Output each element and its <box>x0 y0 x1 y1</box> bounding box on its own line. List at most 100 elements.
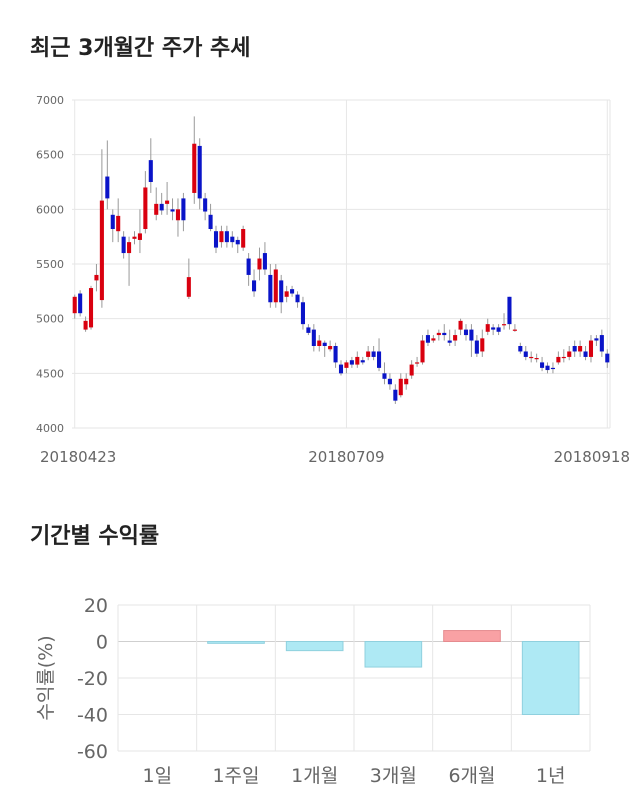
candle-body <box>501 324 507 326</box>
candle-body <box>469 329 474 341</box>
candle <box>534 353 539 363</box>
candle <box>371 346 376 361</box>
candle <box>170 198 175 221</box>
candle-body <box>235 239 240 245</box>
candle <box>583 346 588 361</box>
candle <box>246 253 251 286</box>
candle-body <box>507 296 512 325</box>
candle <box>121 231 126 259</box>
y-tick-label: 4500 <box>36 367 64 380</box>
candle <box>252 269 257 297</box>
candle <box>463 324 469 341</box>
candle-body <box>431 338 436 341</box>
candle-body <box>561 356 566 359</box>
candle-body <box>197 145 202 199</box>
candle <box>453 329 458 346</box>
x-tick-label: 1개월 <box>291 765 338 787</box>
candle-body <box>485 324 490 332</box>
candle <box>409 360 414 379</box>
candle-body <box>387 378 392 385</box>
candle-body <box>420 340 425 363</box>
candle-body <box>398 378 403 396</box>
candle-body <box>442 332 447 336</box>
candle-body <box>344 362 349 368</box>
candle-body <box>415 362 420 364</box>
candle <box>605 349 610 368</box>
candle <box>523 346 528 361</box>
candle-body <box>268 274 273 303</box>
candle <box>398 373 403 398</box>
candle <box>360 356 365 365</box>
candle <box>431 335 436 343</box>
candle <box>485 318 490 336</box>
candle-body <box>143 187 148 230</box>
candle <box>300 296 305 330</box>
x-tick-label: 20180709 <box>308 448 384 466</box>
candle <box>159 192 164 215</box>
y-tick-label: 5500 <box>36 258 64 271</box>
candle <box>393 384 398 404</box>
candle <box>420 335 425 365</box>
candle-body <box>110 214 115 230</box>
candle <box>474 335 479 357</box>
candle <box>366 346 371 361</box>
y-tick-label: 6000 <box>36 203 64 216</box>
bar <box>285 641 344 652</box>
x-tick-label: 1일 <box>143 765 173 787</box>
candle-body <box>252 280 257 292</box>
candle <box>529 351 534 363</box>
y-tick-label: 0 <box>96 632 108 654</box>
candle <box>415 356 420 367</box>
candle-body <box>279 280 284 303</box>
candle <box>355 351 360 368</box>
candle-body <box>355 356 360 365</box>
candle <box>279 274 284 314</box>
candle-body <box>284 291 289 297</box>
candle-body <box>404 378 409 385</box>
y-tick-label: 7000 <box>36 94 64 107</box>
candle-body <box>213 231 219 248</box>
candle-body <box>311 329 316 346</box>
candle-body <box>588 340 594 357</box>
candle <box>306 324 311 336</box>
candle-body <box>518 346 523 352</box>
x-tick-label: 1년 <box>536 765 566 787</box>
candle-body <box>463 329 469 336</box>
candle <box>268 264 273 308</box>
candle-body <box>208 214 213 230</box>
candle <box>588 335 594 363</box>
y-tick-label: 6500 <box>36 149 64 162</box>
candle-body <box>338 364 344 374</box>
candle <box>148 138 153 193</box>
candle <box>382 362 387 385</box>
x-tick-label: 20180918 <box>554 448 630 466</box>
candle <box>512 324 517 332</box>
candle <box>284 285 289 303</box>
candle <box>425 329 430 346</box>
candle <box>404 373 409 390</box>
candle-body <box>360 360 365 363</box>
candle <box>273 264 278 308</box>
y-tick-label: -40 <box>77 705 108 727</box>
candle <box>192 116 197 204</box>
candle <box>594 335 599 346</box>
candle-body <box>436 332 441 336</box>
candle-body <box>556 356 561 363</box>
y-axis-label: 수익률(%) <box>35 635 57 720</box>
candle <box>88 285 94 330</box>
candle-body <box>241 229 246 248</box>
candle-body <box>246 258 251 275</box>
candle <box>436 329 441 341</box>
candle-body <box>154 203 159 215</box>
candle <box>491 324 496 336</box>
candle-body <box>290 289 295 294</box>
candle <box>132 231 137 245</box>
candle-body <box>512 329 517 331</box>
candle <box>458 318 463 336</box>
candle <box>387 373 392 390</box>
candle <box>290 285 295 297</box>
candle <box>572 340 577 357</box>
candle-body <box>148 160 153 182</box>
candle-body <box>491 327 496 330</box>
candle <box>186 258 191 299</box>
